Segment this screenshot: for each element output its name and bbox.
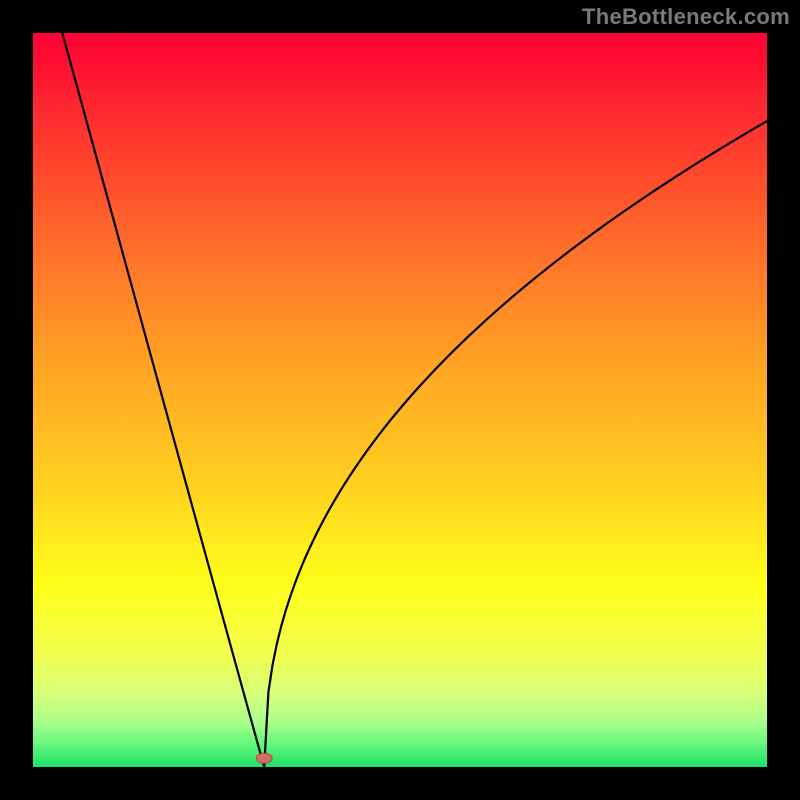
figure-container: TheBottleneck.com	[0, 0, 800, 800]
gradient-fill-rect	[33, 33, 767, 767]
chart-plot	[33, 33, 767, 767]
watermark-text: TheBottleneck.com	[582, 4, 790, 30]
optimal-point-marker	[256, 753, 272, 763]
